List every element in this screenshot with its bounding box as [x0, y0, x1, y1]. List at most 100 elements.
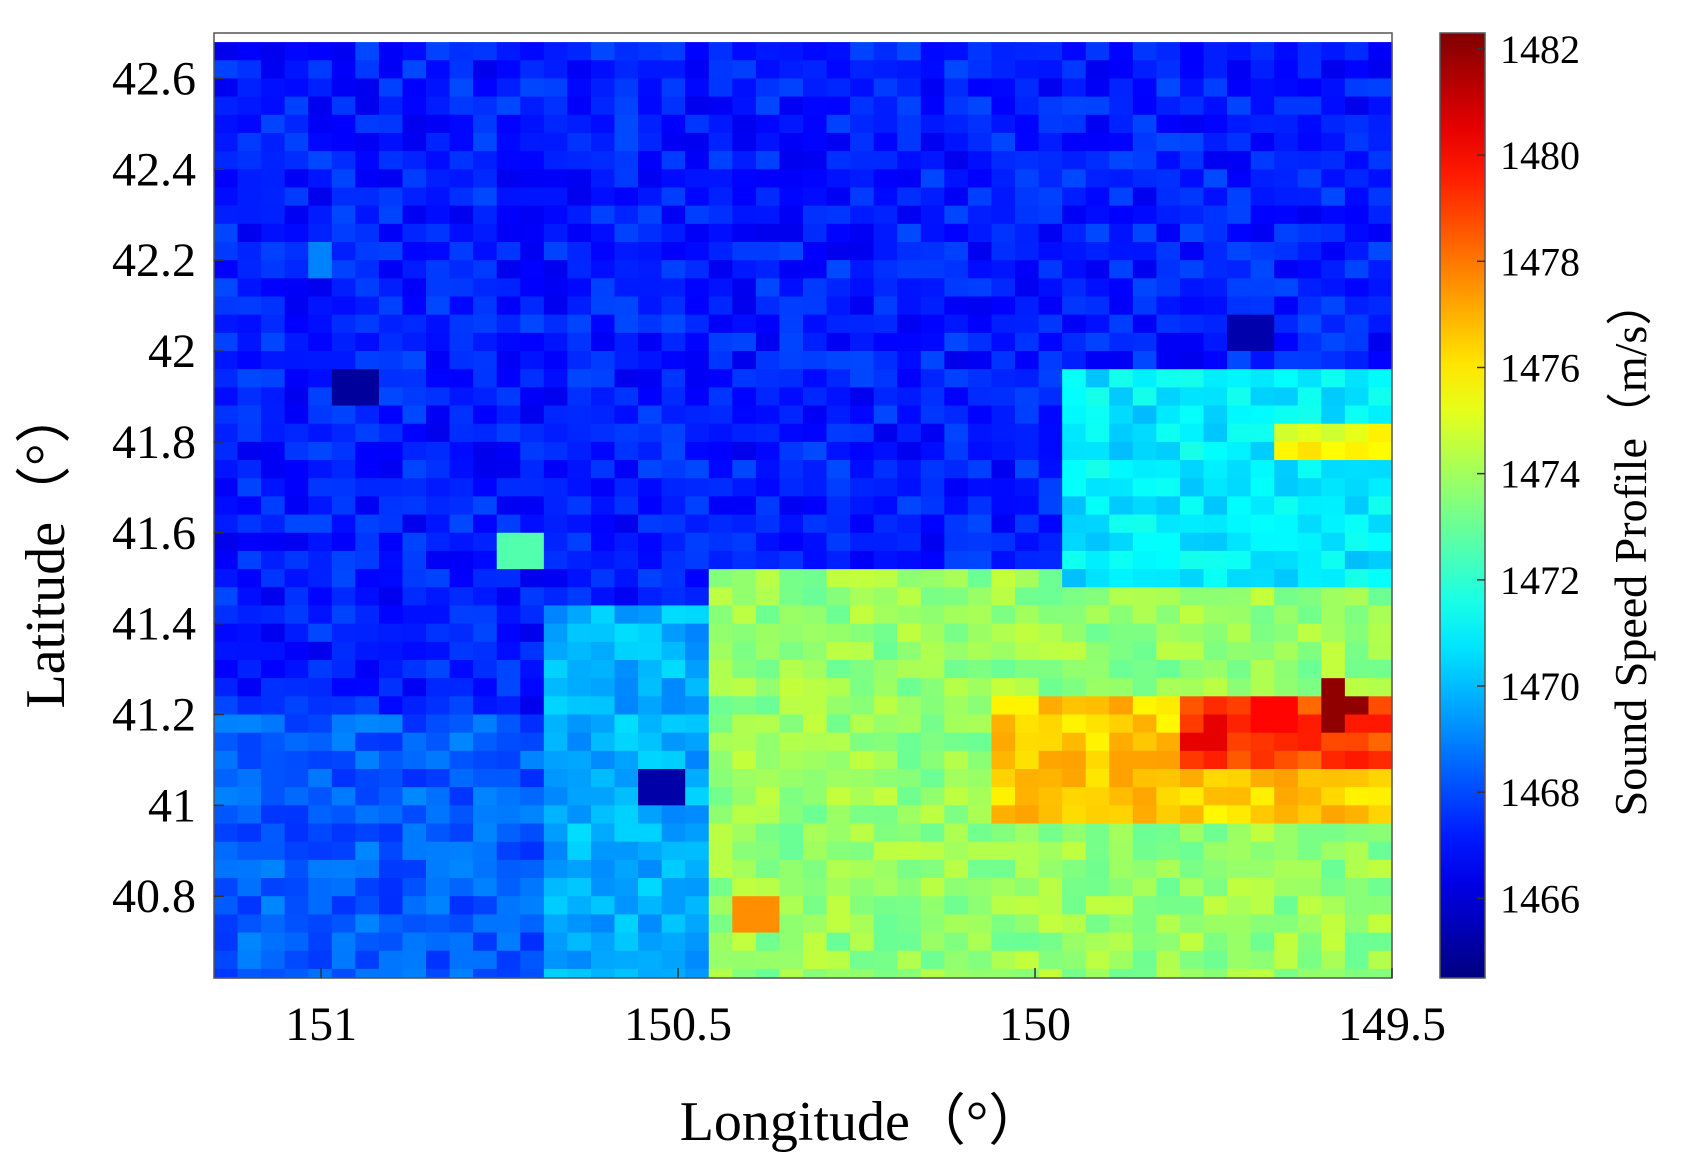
heatmap-cell	[543, 496, 568, 516]
heatmap-cell	[1132, 841, 1157, 861]
heatmap-cell	[1203, 241, 1228, 261]
heatmap-cell	[496, 332, 521, 352]
heatmap-cell	[826, 696, 851, 716]
heatmap-cell	[590, 169, 616, 189]
heatmap-cell	[897, 423, 922, 443]
heatmap-cell	[590, 260, 616, 279]
heatmap-cell	[920, 514, 945, 534]
heatmap-cell	[732, 641, 757, 661]
heatmap-cell	[473, 223, 498, 243]
heatmap-cell	[284, 441, 309, 461]
heatmap-cell	[732, 351, 757, 370]
heatmap-cell	[308, 550, 333, 570]
heatmap-cell	[426, 351, 451, 370]
heatmap-cell	[567, 641, 592, 661]
heatmap-cell	[826, 714, 851, 734]
heatmap-cell	[449, 732, 474, 752]
heatmap-cell	[567, 96, 592, 116]
heatmap-cell	[261, 169, 286, 189]
heatmap-cell	[920, 314, 945, 334]
heatmap-cell	[967, 823, 993, 843]
heatmap-cell	[661, 769, 686, 788]
heatmap-cell	[1344, 96, 1370, 116]
heatmap-cell	[1344, 605, 1370, 625]
heatmap-cell	[708, 205, 733, 225]
heatmap-cell	[661, 314, 686, 334]
heatmap-cell	[1156, 932, 1181, 952]
heatmap-cell	[1250, 950, 1275, 970]
heatmap-cell	[873, 878, 898, 897]
heatmap-cell	[732, 96, 757, 116]
heatmap-cell	[991, 787, 1016, 806]
heatmap-cell	[520, 678, 545, 697]
heatmap-cell	[567, 896, 592, 915]
heatmap-cell	[755, 405, 781, 425]
heatmap-cell	[520, 823, 545, 843]
heatmap-cell	[214, 714, 239, 734]
heatmap-cell	[1179, 605, 1205, 625]
heatmap-cell	[661, 423, 686, 443]
heatmap-cell	[331, 823, 356, 843]
heatmap-cell	[284, 641, 309, 661]
heatmap-cell	[331, 42, 356, 61]
heatmap-cell	[1203, 623, 1228, 643]
heatmap-cell	[237, 932, 262, 952]
heatmap-cell	[496, 968, 521, 979]
heatmap-cell	[638, 241, 663, 261]
heatmap-cell	[1227, 132, 1252, 152]
heatmap-cell	[308, 696, 333, 716]
heatmap-cell	[1203, 314, 1228, 334]
heatmap-cell	[967, 42, 993, 61]
heatmap-cell	[1321, 932, 1346, 952]
heatmap-cell	[1368, 859, 1393, 879]
heatmap-cell	[402, 260, 427, 279]
heatmap-cell	[803, 205, 828, 225]
heatmap-cell	[355, 260, 380, 279]
heatmap-cell	[1062, 968, 1087, 979]
heatmap-cell	[331, 369, 356, 388]
heatmap-cell	[850, 569, 875, 588]
heatmap-cell	[378, 569, 404, 588]
heatmap-cell	[803, 223, 828, 243]
heatmap-cell	[1274, 405, 1299, 425]
heatmap-cell	[449, 260, 474, 279]
heatmap-cell	[331, 478, 356, 498]
heatmap-cell	[755, 896, 781, 915]
heatmap-cell	[1038, 151, 1063, 170]
heatmap-cell	[850, 332, 875, 352]
heatmap-cell	[1344, 260, 1370, 279]
heatmap-cell	[261, 569, 286, 588]
heatmap-cell	[543, 968, 568, 979]
heatmap-cell	[402, 132, 427, 152]
heatmap-cell	[850, 296, 875, 316]
heatmap-cell	[331, 750, 356, 770]
heatmap-cell	[944, 605, 969, 625]
heatmap-cell	[284, 605, 309, 625]
heatmap-cell	[284, 478, 309, 498]
heatmap-cell	[1156, 532, 1181, 552]
heatmap-cell	[732, 296, 757, 316]
heatmap-cell	[284, 187, 309, 207]
heatmap-cell	[967, 769, 993, 788]
heatmap-cell	[308, 950, 333, 970]
heatmap-cell	[1085, 114, 1110, 134]
heatmap-cell	[685, 750, 710, 770]
heatmap-cell	[214, 932, 239, 952]
heatmap-cell	[708, 460, 733, 479]
heatmap-cell	[378, 896, 404, 915]
heatmap-cell	[355, 696, 380, 716]
heatmap-cell	[378, 914, 404, 934]
heatmap-cell	[496, 841, 521, 861]
heatmap-cell	[1109, 478, 1134, 498]
heatmap-cell	[1132, 296, 1157, 316]
heatmap-cell	[590, 950, 616, 970]
heatmap-cell	[402, 496, 427, 516]
heatmap-cell	[237, 205, 262, 225]
heatmap-cell	[1203, 914, 1228, 934]
heatmap-cell	[638, 550, 663, 570]
x-tick-label: 150.5	[624, 998, 732, 1051]
heatmap-cell	[1227, 659, 1252, 679]
heatmap-cell	[543, 205, 568, 225]
heatmap-cell	[803, 569, 828, 588]
heatmap-cell	[1109, 859, 1134, 879]
